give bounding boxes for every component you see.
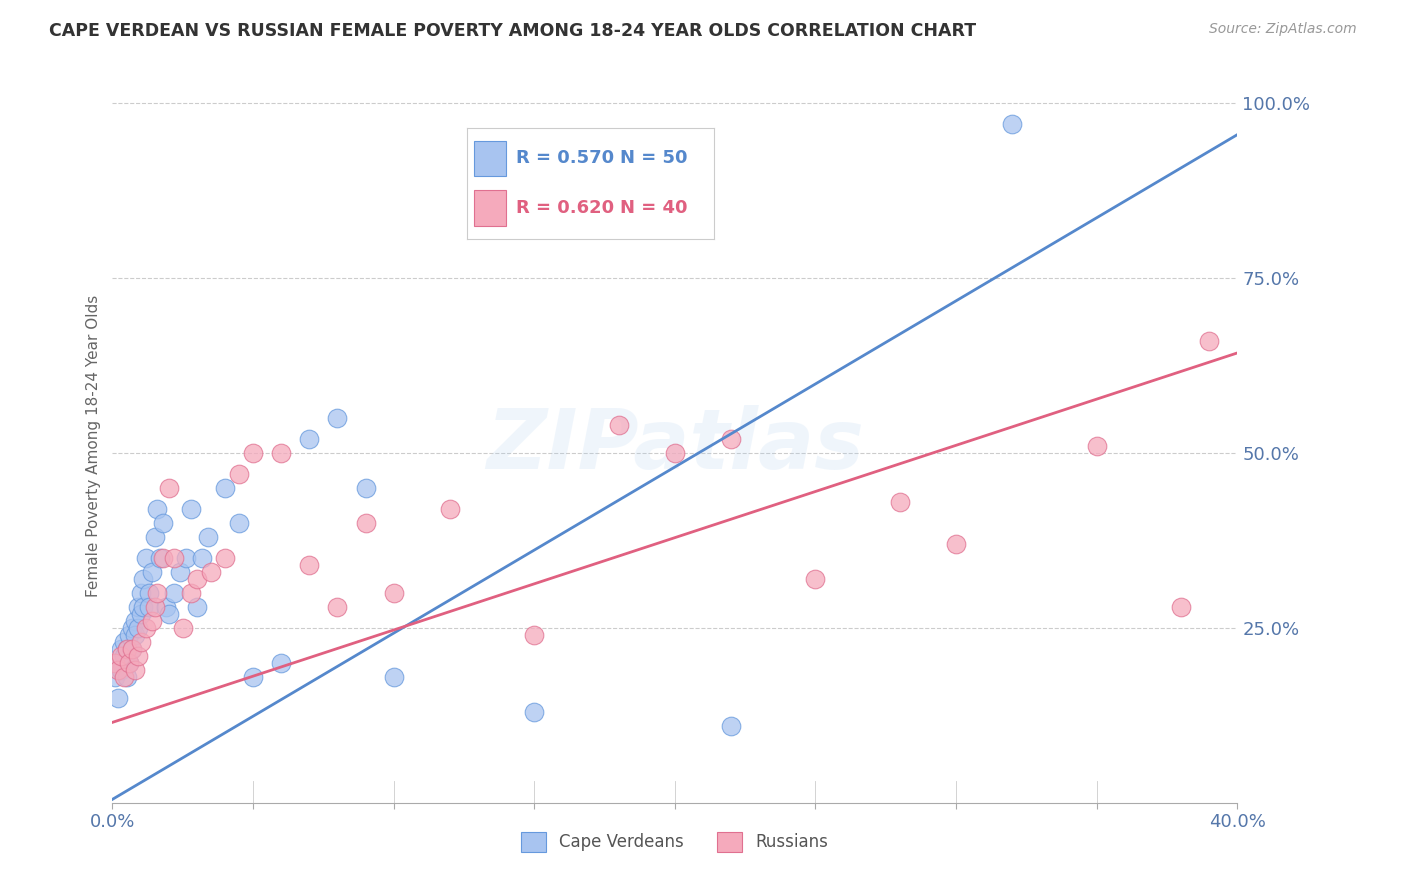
Point (118, 656, 141, 670)
Point (118, 656, 141, 670)
Point (664, 446, 686, 460)
Point (135, 621, 157, 635)
Point (180, 586, 202, 600)
Point (228, 516, 250, 530)
Point (138, 599, 160, 614)
Point (298, 432, 321, 446)
Point (163, 586, 186, 600)
Point (132, 572, 155, 586)
Point (354, 516, 377, 530)
Point (110, 663, 132, 677)
Point (214, 481, 236, 495)
Point (152, 516, 174, 530)
Point (169, 565, 191, 579)
Point (118, 628, 141, 642)
Point (132, 599, 155, 614)
Point (124, 614, 146, 628)
Point (107, 656, 129, 670)
Point (118, 656, 141, 670)
Point (228, 467, 250, 481)
Point (163, 550, 186, 565)
Point (804, 572, 827, 586)
Y-axis label: Female Poverty Among 18-24 Year Olds: Female Poverty Among 18-24 Year Olds (86, 295, 101, 597)
Text: Source: ZipAtlas.com: Source: ZipAtlas.com (1209, 22, 1357, 37)
Point (242, 446, 264, 460)
Point (121, 641, 143, 656)
Point (191, 550, 214, 565)
Point (174, 550, 197, 565)
Point (141, 565, 163, 579)
Point (104, 656, 127, 670)
Point (1001, 117, 1024, 131)
Point (1170, 599, 1192, 614)
Point (138, 586, 160, 600)
Point (155, 599, 177, 614)
Point (326, 411, 349, 425)
Text: CAPE VERDEAN VS RUSSIAN FEMALE POVERTY AMONG 18-24 YEAR OLDS CORRELATION CHART: CAPE VERDEAN VS RUSSIAN FEMALE POVERTY A… (49, 22, 976, 40)
Point (523, 705, 546, 719)
Point (945, 537, 967, 551)
Point (146, 586, 169, 600)
Point (186, 572, 208, 586)
Point (115, 670, 138, 684)
Point (720, 432, 742, 446)
Point (143, 530, 166, 544)
Point (110, 641, 132, 656)
Point (439, 502, 461, 516)
Point (115, 641, 138, 656)
Point (889, 495, 911, 509)
Point (152, 550, 174, 565)
Point (112, 670, 135, 684)
Point (172, 621, 194, 635)
Point (107, 690, 129, 705)
Point (124, 663, 146, 677)
Point (270, 656, 292, 670)
Point (1085, 439, 1108, 453)
Point (197, 530, 219, 544)
Point (180, 502, 202, 516)
Point (607, 417, 630, 432)
Point (200, 565, 222, 579)
Point (1198, 334, 1220, 348)
Point (107, 663, 129, 677)
Point (121, 641, 143, 656)
Point (382, 586, 405, 600)
Point (523, 628, 546, 642)
Point (127, 648, 149, 663)
Point (115, 641, 138, 656)
Point (186, 599, 208, 614)
Point (720, 719, 742, 733)
Point (121, 621, 143, 635)
Point (129, 607, 152, 621)
Point (149, 550, 172, 565)
Point (214, 550, 236, 565)
Point (129, 586, 152, 600)
Point (129, 635, 152, 649)
Point (354, 481, 377, 495)
Point (104, 670, 127, 684)
Text: ZIPatlas: ZIPatlas (486, 406, 863, 486)
Point (127, 621, 149, 635)
Point (127, 599, 149, 614)
Point (112, 648, 135, 663)
Point (110, 648, 132, 663)
Point (326, 599, 349, 614)
Point (112, 635, 135, 649)
Point (146, 502, 169, 516)
Point (141, 614, 163, 628)
Point (157, 607, 180, 621)
Point (270, 446, 292, 460)
Point (242, 670, 264, 684)
Point (143, 599, 166, 614)
Point (298, 558, 321, 572)
Point (124, 628, 146, 642)
Legend: Cape Verdeans, Russians: Cape Verdeans, Russians (515, 825, 835, 859)
Point (135, 550, 157, 565)
Point (382, 670, 405, 684)
Point (157, 481, 180, 495)
